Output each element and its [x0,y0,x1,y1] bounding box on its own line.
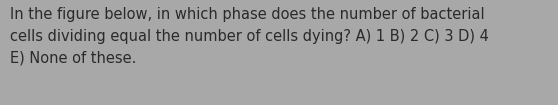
Text: In the figure below, in which phase does the number of bacterial
cells dividing : In the figure below, in which phase does… [10,7,489,66]
